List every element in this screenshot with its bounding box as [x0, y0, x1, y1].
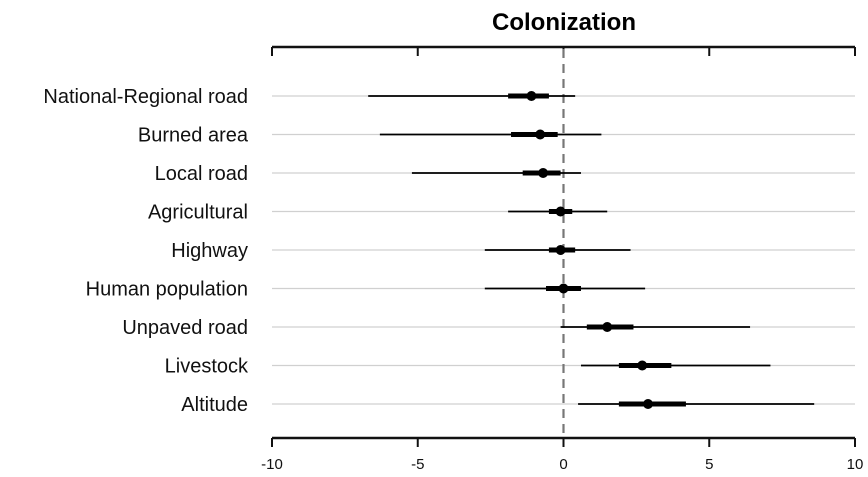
x-tick-label: -10: [261, 456, 283, 473]
confidence-intervals: [368, 91, 815, 409]
category-label: Burned area: [138, 125, 249, 147]
category-label: Human population: [86, 279, 248, 301]
category-labels: National-Regional road Burned area Local r…: [43, 86, 249, 416]
category-label: Unpaved road: [122, 317, 248, 339]
point-estimate: [555, 245, 566, 255]
point-estimate: [538, 168, 549, 178]
x-tick-label: 5: [705, 456, 713, 473]
category-label: Local road: [155, 163, 248, 185]
x-tick-label: 10: [847, 456, 864, 473]
category-label: Altitude: [181, 394, 248, 416]
category-label: National-Regional road: [43, 86, 248, 108]
x-tick-label: -5: [411, 456, 424, 473]
point-estimate: [535, 129, 546, 140]
point-estimate: [637, 360, 648, 371]
point-estimate: [602, 322, 613, 332]
category-label: Livestock: [165, 356, 249, 378]
point-estimate: [555, 206, 566, 217]
category-label: Agricultural: [148, 202, 248, 224]
chart-title: Colonization: [492, 9, 636, 36]
x-tick-label: 0: [559, 456, 567, 473]
axes: -10 -5 0 5 10: [261, 45, 864, 473]
category-label: Highway: [171, 240, 248, 262]
point-estimate: [526, 91, 537, 101]
point-estimate: [558, 283, 569, 294]
point-estimate: [643, 399, 654, 409]
